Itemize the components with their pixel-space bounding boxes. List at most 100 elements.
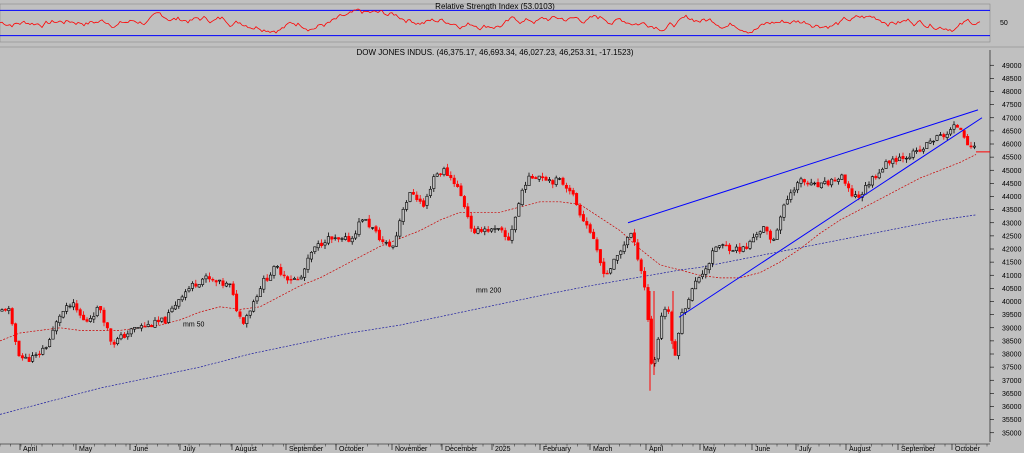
candle-body xyxy=(816,182,820,188)
candle-body xyxy=(143,325,147,328)
candle-body xyxy=(88,317,92,322)
candle-body xyxy=(466,206,470,218)
candle-body xyxy=(534,177,538,179)
candle-body xyxy=(275,266,279,268)
candle-body xyxy=(146,324,150,327)
candle-body xyxy=(751,237,755,243)
x-tick-label: March xyxy=(593,446,613,453)
candle-body xyxy=(374,226,378,232)
candle-body xyxy=(898,156,902,162)
candle-body xyxy=(418,198,422,202)
x-tick-label: July xyxy=(183,446,196,453)
candle-body xyxy=(456,183,460,187)
candle-body xyxy=(415,194,419,200)
mm200-line xyxy=(0,214,977,415)
candle-body xyxy=(629,233,633,238)
candle-body xyxy=(632,232,636,243)
candle-body xyxy=(707,263,711,271)
x-tick-label: October xyxy=(955,446,981,453)
candle-body xyxy=(636,242,640,260)
candle-body xyxy=(197,284,201,288)
candle-body xyxy=(211,279,215,281)
candle-body xyxy=(609,268,613,274)
y-tick-label: 42500 xyxy=(1002,233,1022,240)
candle-body xyxy=(762,226,766,233)
candle-body xyxy=(700,273,704,278)
candle-body xyxy=(269,274,273,281)
y-tick-label: 40500 xyxy=(1002,286,1022,293)
candle-body xyxy=(690,288,694,301)
candle-body xyxy=(945,133,949,138)
candle-body xyxy=(282,274,286,277)
candle-body xyxy=(364,219,368,221)
candle-body xyxy=(656,338,660,360)
y-tick-label: 41500 xyxy=(1002,260,1022,267)
candle-body xyxy=(377,229,381,241)
candle-body xyxy=(428,188,432,196)
candle-body xyxy=(462,196,466,208)
candle-body xyxy=(826,180,830,186)
candle-body xyxy=(343,236,347,240)
y-tick-label: 39500 xyxy=(1002,312,1022,319)
candle-body xyxy=(847,183,851,189)
candle-body xyxy=(306,257,310,270)
candle-body xyxy=(959,127,963,130)
candle-body xyxy=(401,209,405,222)
candle-body xyxy=(432,176,436,189)
x-tick-label: February xyxy=(543,446,572,453)
candle-body xyxy=(449,175,453,179)
candle-body xyxy=(731,250,735,252)
y-tick-label: 46500 xyxy=(1002,128,1022,135)
candle-body xyxy=(745,246,749,249)
y-tick-label: 42000 xyxy=(1002,247,1022,254)
candle-body xyxy=(204,275,208,280)
candle-body xyxy=(411,192,415,195)
candle-body xyxy=(932,140,936,143)
candle-body xyxy=(503,230,507,237)
candle-body xyxy=(799,178,803,184)
candle-body xyxy=(901,156,905,159)
candle-body xyxy=(105,322,109,329)
candle-body xyxy=(7,308,11,311)
candle-body xyxy=(14,323,18,342)
candle-body xyxy=(180,296,184,301)
candle-body xyxy=(687,299,691,309)
candle-body xyxy=(581,214,585,222)
candle-body xyxy=(585,221,589,226)
rsi-series-line xyxy=(0,8,981,34)
candle-body xyxy=(605,272,609,275)
candle-body xyxy=(877,172,881,179)
candle-body xyxy=(238,311,242,317)
candle-body xyxy=(802,179,806,183)
candle-body xyxy=(330,236,334,240)
candle-body xyxy=(126,333,130,338)
candle-body xyxy=(704,268,708,275)
x-tick-label: May xyxy=(79,446,93,453)
candle-body xyxy=(119,334,123,340)
x-tick-label: August xyxy=(849,446,871,453)
price-panel: DOW JONES INDUS. (46,375.17, 46,693.34, … xyxy=(0,46,1024,453)
candle-body xyxy=(537,175,541,180)
candle-body xyxy=(408,192,412,202)
candle-body xyxy=(82,314,86,321)
candle-body xyxy=(765,226,769,232)
candle-body xyxy=(309,252,313,260)
candle-body xyxy=(520,189,524,205)
candle-body xyxy=(598,249,602,264)
candle-body xyxy=(95,307,99,316)
candle-body xyxy=(843,174,847,184)
candle-body xyxy=(41,347,45,355)
candle-body xyxy=(694,280,698,290)
candle-body xyxy=(823,180,827,184)
candle-body xyxy=(972,145,976,148)
candle-body xyxy=(836,178,840,182)
y-tick-label: 47000 xyxy=(1002,115,1022,122)
candle-body xyxy=(486,229,490,232)
candle-body xyxy=(775,229,779,240)
candle-body xyxy=(292,278,296,280)
candle-body xyxy=(561,177,565,185)
candle-body xyxy=(340,238,344,240)
candle-body xyxy=(911,150,915,158)
candle-body xyxy=(490,228,494,232)
candle-body xyxy=(915,150,919,152)
